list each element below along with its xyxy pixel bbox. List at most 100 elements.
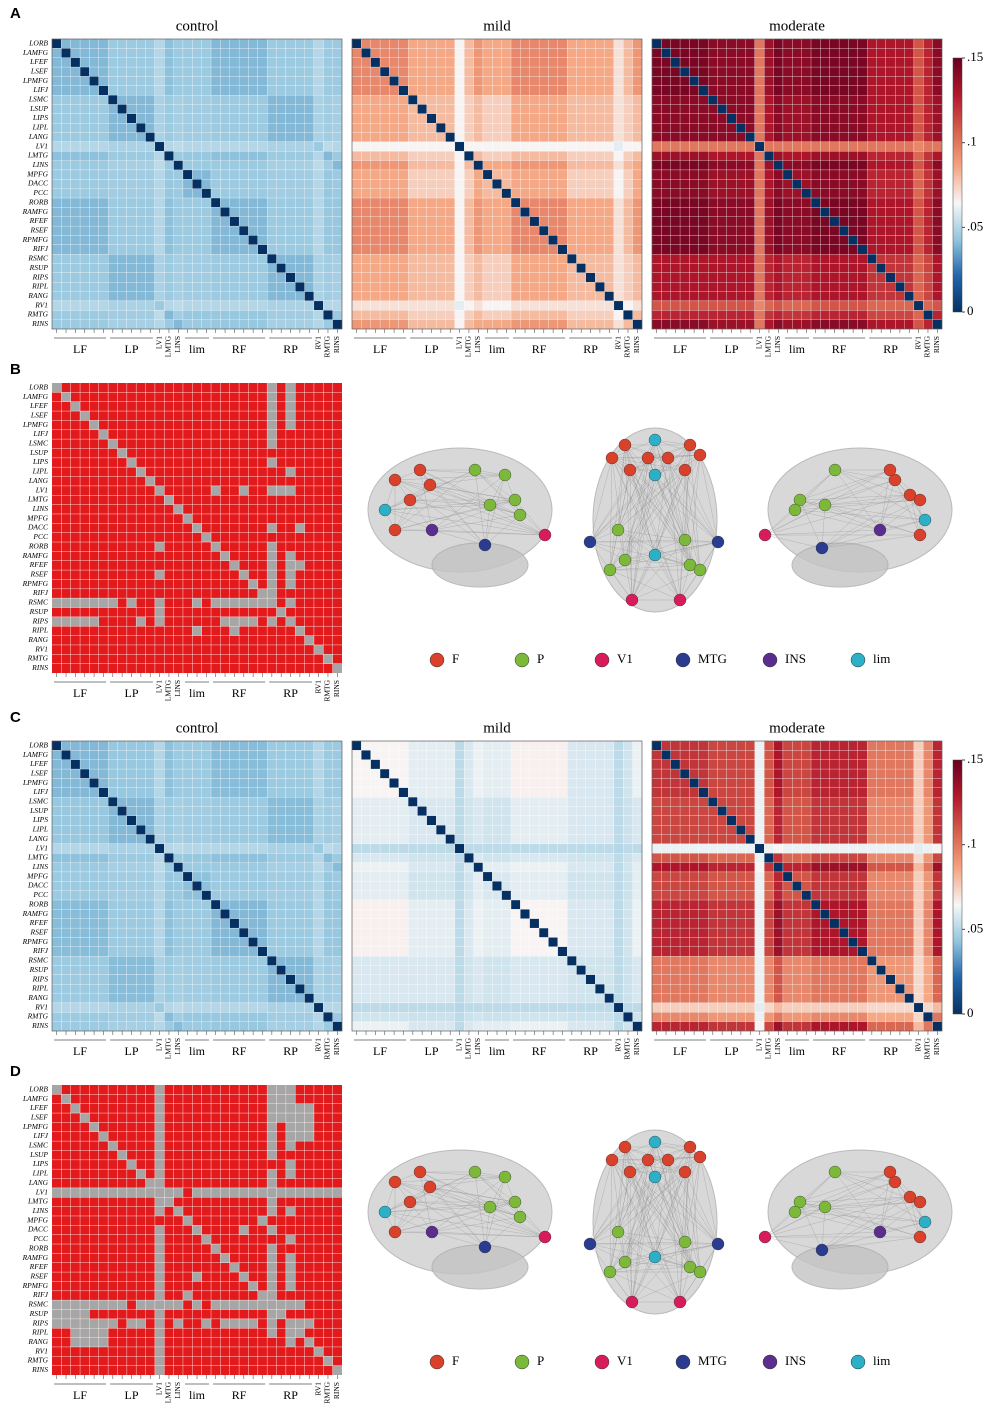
cell	[210, 76, 221, 86]
cell	[895, 319, 905, 330]
cell	[201, 815, 212, 826]
cell	[267, 927, 277, 938]
cell	[164, 169, 174, 180]
cell	[164, 319, 174, 330]
cell	[595, 797, 605, 807]
cell	[492, 160, 502, 171]
cell	[623, 750, 633, 760]
cell	[238, 740, 249, 751]
cell	[670, 291, 681, 302]
cell	[557, 300, 568, 311]
cell	[604, 197, 615, 208]
cell	[182, 132, 193, 143]
cell	[595, 834, 605, 845]
cell	[164, 244, 174, 255]
cell	[370, 225, 381, 236]
cell	[585, 890, 596, 901]
cell	[126, 132, 137, 143]
cell	[210, 890, 221, 901]
cell	[613, 216, 624, 227]
cell	[454, 169, 465, 180]
cell	[538, 254, 549, 264]
group-label: RF	[232, 686, 247, 700]
cell	[651, 188, 662, 199]
cell	[623, 862, 633, 873]
cell	[313, 834, 324, 845]
cell	[398, 207, 409, 217]
cell	[145, 160, 156, 171]
cell	[238, 188, 249, 199]
cell	[248, 815, 258, 826]
cell	[754, 132, 765, 143]
cell	[454, 862, 465, 873]
cell	[257, 104, 268, 114]
cell	[595, 899, 605, 910]
cell	[538, 750, 549, 760]
cell	[913, 85, 924, 96]
cell	[164, 104, 174, 114]
cell	[520, 310, 530, 320]
cell	[585, 834, 596, 845]
cell	[754, 169, 765, 180]
cell	[857, 282, 868, 292]
cell	[904, 225, 915, 236]
cell	[304, 169, 315, 180]
cell	[220, 768, 230, 779]
cell	[79, 937, 90, 947]
cell	[576, 909, 586, 919]
cell	[857, 207, 868, 217]
cell	[417, 169, 427, 180]
cell	[792, 85, 802, 96]
cell	[192, 216, 202, 227]
cell	[304, 806, 315, 816]
cell	[538, 48, 549, 58]
row-label: RIFJ	[32, 588, 49, 597]
cell	[182, 974, 193, 985]
cell	[426, 225, 437, 236]
cell	[904, 66, 915, 77]
cell	[201, 918, 212, 929]
cell	[126, 179, 137, 189]
cell	[323, 291, 333, 302]
cell	[126, 862, 137, 873]
cell	[313, 918, 324, 929]
cell	[417, 225, 427, 236]
cell	[426, 244, 437, 255]
cell	[613, 76, 624, 86]
cell	[182, 937, 193, 947]
cell	[108, 38, 118, 49]
cell	[408, 806, 418, 816]
cell	[417, 188, 427, 199]
cell	[370, 797, 381, 807]
cell	[248, 806, 258, 816]
cell	[154, 768, 165, 779]
cell	[238, 319, 249, 330]
cell	[454, 806, 465, 816]
cell	[557, 113, 568, 124]
cell	[89, 918, 99, 929]
cell	[379, 272, 390, 283]
cell	[885, 95, 896, 105]
cell	[445, 853, 456, 863]
cell	[238, 815, 249, 826]
cell	[829, 179, 840, 189]
cell	[520, 750, 530, 760]
cell	[389, 862, 399, 873]
cell	[510, 160, 521, 171]
cell	[79, 95, 90, 105]
cell	[932, 151, 943, 161]
cell	[323, 179, 333, 189]
grey-cell	[80, 616, 90, 627]
cell	[136, 862, 146, 873]
cell	[417, 141, 427, 152]
grey-cell	[136, 616, 146, 627]
cell	[313, 984, 324, 994]
cell	[257, 927, 268, 938]
cell	[229, 871, 240, 882]
cell	[89, 834, 99, 845]
cell	[79, 310, 90, 320]
cell	[923, 244, 933, 255]
cell	[829, 66, 840, 77]
cell	[623, 843, 633, 854]
cell	[182, 946, 193, 957]
